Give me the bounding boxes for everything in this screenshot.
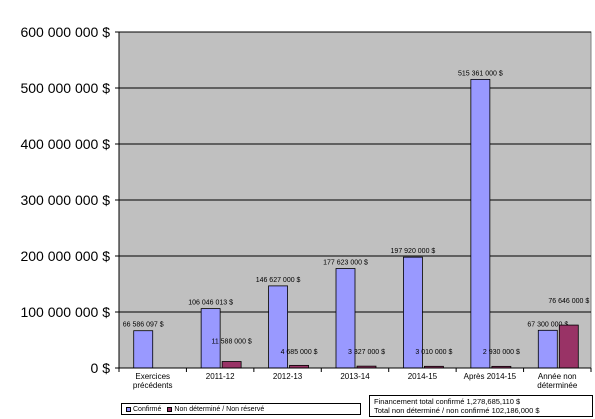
data-label: 67 300 000 $ bbox=[527, 321, 568, 328]
x-tick-label: 2011-12 bbox=[206, 372, 235, 381]
y-tick-label: 0 $ bbox=[91, 360, 111, 376]
x-tick-label: Exercices bbox=[135, 372, 170, 381]
y-tick-label: 400 000 000 $ bbox=[20, 136, 110, 152]
legend-item-undetermined: Non déterminé / Non réservé bbox=[167, 406, 264, 413]
x-tick-label: 2014-15 bbox=[408, 372, 438, 381]
x-tick-label: Après 2014-15 bbox=[464, 372, 517, 381]
data-label: 146 627 000 $ bbox=[256, 277, 301, 284]
y-tick-label: 500 000 000 $ bbox=[20, 80, 110, 96]
x-tick-label: déterminée bbox=[537, 381, 578, 390]
y-tick-label: 200 000 000 $ bbox=[20, 248, 110, 264]
bar-chart: 0 $ 100 000 000 $ 200 000 000 $ 300 000 000… bbox=[20, 24, 592, 390]
data-label: 197 920 000 $ bbox=[391, 248, 436, 255]
data-label: 2 930 000 $ bbox=[483, 349, 520, 356]
data-label: 11 588 000 $ bbox=[211, 339, 251, 346]
legend-label-confirmed: Confirmé bbox=[133, 405, 162, 413]
data-label: 515 361 000 $ bbox=[458, 70, 503, 77]
data-label: 3 010 000 $ bbox=[415, 349, 452, 356]
legend-swatch-confirmed bbox=[126, 406, 131, 412]
bar-confirmed bbox=[133, 330, 154, 369]
legend: Confirmé Non déterminé / Non réservé bbox=[121, 403, 361, 415]
bar-confirmed bbox=[537, 329, 558, 369]
x-tick-label: précédents bbox=[133, 381, 173, 390]
data-label: 76 646 000 $ bbox=[548, 298, 589, 305]
y-axis: 0 $ 100 000 000 $ 200 000 000 $ 300 000 000… bbox=[20, 24, 120, 376]
x-tick-label: 2013-14 bbox=[340, 372, 370, 381]
legend-swatch-undetermined bbox=[167, 406, 173, 412]
bar-confirmed bbox=[470, 78, 491, 369]
y-tick-label: 300 000 000 $ bbox=[20, 192, 110, 208]
totals-box: Financement total confirmé 1,278,685,110… bbox=[369, 395, 593, 417]
bars: 66 586 097 $ 106 046 013 $ 11 588 000 $ 146… bbox=[123, 70, 589, 369]
bar-undetermined bbox=[558, 324, 579, 369]
legend-item-confirmed: Confirmé bbox=[126, 406, 161, 413]
bar-undetermined bbox=[221, 361, 242, 369]
x-tick-label: Année non bbox=[538, 372, 577, 381]
data-label: 66 586 097 $ bbox=[123, 322, 164, 329]
total-confirmed: Financement total confirmé 1,278,685,110… bbox=[374, 397, 521, 406]
data-label: 177 623 000 $ bbox=[323, 260, 368, 267]
total-undetermined: Total non déterminé / non confirmé 102,1… bbox=[374, 406, 540, 415]
x-tick-label: 2012-13 bbox=[273, 372, 303, 381]
data-label: 4 685 000 $ bbox=[281, 349, 318, 356]
y-tick-label: 600 000 000 $ bbox=[20, 24, 110, 40]
data-label: 3 327 000 $ bbox=[348, 349, 385, 356]
data-label: 106 046 013 $ bbox=[188, 300, 233, 307]
gridlines bbox=[119, 31, 591, 313]
legend-label-undetermined: Non déterminé / Non réservé bbox=[174, 405, 265, 413]
y-tick-label: 100 000 000 $ bbox=[20, 304, 110, 320]
